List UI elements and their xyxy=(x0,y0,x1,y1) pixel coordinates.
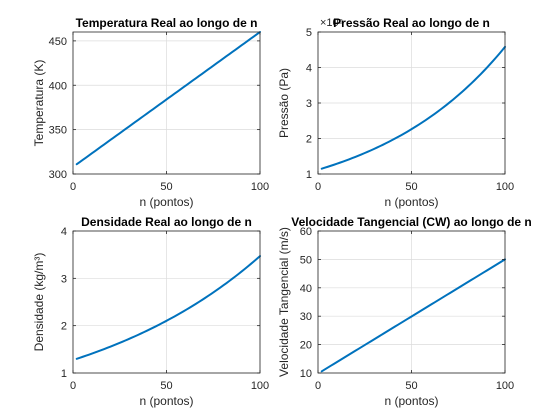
series-line xyxy=(75,31,261,166)
y-exponent-label: ×10⁵ xyxy=(320,17,343,29)
y-tick-label: 4 xyxy=(61,226,67,238)
subplot-2: 0 50 100 1 2 3 4 5 ×10⁵ n (pontos) Pressão (Pa) Pre… xyxy=(277,16,514,209)
x-tick-label: 100 xyxy=(496,380,514,392)
y-tick-label: 60 xyxy=(300,226,312,238)
y-tick-label: 5 xyxy=(306,27,312,39)
subplot-1: 0 50 100 300 350 400 450 n (pontos) Temperatura … xyxy=(32,16,269,209)
y-axis-label: Temperatura (K) xyxy=(32,60,46,147)
y-tick-label: 400 xyxy=(49,80,67,92)
chart-title: Densidade Real ao longo de n xyxy=(81,215,252,229)
series-line xyxy=(320,258,506,373)
chart-title: Temperatura Real ao longo de n xyxy=(76,16,258,30)
y-tick-label: 2 xyxy=(306,134,312,146)
y-axis-label: Velocidade Tangencial (m/s) xyxy=(277,227,291,377)
x-tick-label: 50 xyxy=(160,181,172,193)
y-tick-label: 2 xyxy=(61,321,67,333)
series-line xyxy=(320,45,506,170)
y-tick-label: 350 xyxy=(49,125,67,137)
x-tick-label: 50 xyxy=(160,380,172,392)
y-tick-label: 4 xyxy=(306,63,312,75)
chart-title: Pressão Real ao longo de n xyxy=(333,16,490,30)
x-tick-label: 100 xyxy=(251,181,269,193)
x-tick-label: 50 xyxy=(405,380,417,392)
x-axis-label: n (pontos) xyxy=(139,195,193,209)
x-tick-label: 50 xyxy=(405,181,417,193)
subplot-4: 0 50 100 10 20 30 40 50 60 n (pontos) Velocidade T… xyxy=(277,215,532,408)
x-tick-label: 0 xyxy=(315,380,321,392)
y-tick-label: 40 xyxy=(300,283,312,295)
series-line xyxy=(75,255,261,360)
x-tick-label: 100 xyxy=(251,380,269,392)
chart-title: Velocidade Tangencial (CW) ao longo de n xyxy=(291,215,531,229)
x-tick-label: 100 xyxy=(496,181,514,193)
y-tick-label: 50 xyxy=(300,254,312,266)
y-axis-label: Pressão (Pa) xyxy=(277,68,291,138)
y-tick-label: 3 xyxy=(61,273,67,285)
y-tick-label: 30 xyxy=(300,311,312,323)
y-axis-label: Densidade (kg/m³) xyxy=(32,253,46,352)
y-tick-label: 20 xyxy=(300,340,312,352)
x-axis-label: n (pontos) xyxy=(384,195,438,209)
x-tick-label: 0 xyxy=(70,181,76,193)
y-tick-label: 300 xyxy=(49,169,67,181)
y-tick-label: 1 xyxy=(306,169,312,181)
y-tick-label: 1 xyxy=(61,368,67,380)
y-tick-label: 3 xyxy=(306,98,312,110)
y-tick-label: 450 xyxy=(49,36,67,48)
subplot-3: 0 50 100 1 2 3 4 n (pontos) Densidade (kg/m³) Den… xyxy=(32,215,269,408)
x-tick-label: 0 xyxy=(315,181,321,193)
x-axis-label: n (pontos) xyxy=(139,394,193,408)
y-tick-label: 10 xyxy=(300,368,312,380)
x-axis-label: n (pontos) xyxy=(384,394,438,408)
x-tick-label: 0 xyxy=(70,380,76,392)
